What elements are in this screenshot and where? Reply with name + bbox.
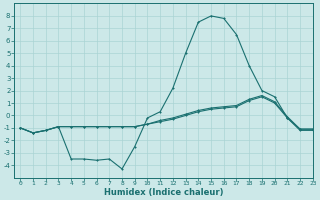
X-axis label: Humidex (Indice chaleur): Humidex (Indice chaleur)	[104, 188, 223, 197]
